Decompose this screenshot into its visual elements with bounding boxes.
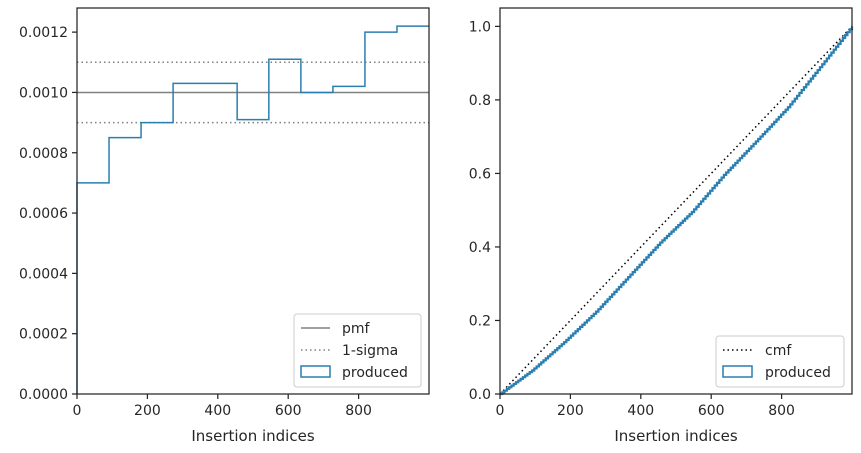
legend-pmf-label: pmf xyxy=(342,321,371,337)
legend-produced-label: produced xyxy=(342,365,408,381)
left-chart: 0 200 400 600 800 0.0000 0.0002 0.0004 0.0006 0.0… xyxy=(19,7,430,445)
y-tick-label: 1.0 xyxy=(469,19,491,35)
cmf-line xyxy=(499,25,853,395)
left-axes-frame xyxy=(76,7,430,395)
y-tick-label: 0.4 xyxy=(469,240,491,256)
y-tick-label: 0.0012 xyxy=(19,25,68,41)
y-tick-label: 0.8 xyxy=(469,93,491,109)
left-plot-area xyxy=(76,25,429,394)
produced-histogram xyxy=(76,25,429,394)
legend-cmf-label: cmf xyxy=(765,343,792,359)
right-chart: 0 200 400 600 800 0.0 0.2 0.4 0.6 0.8 1.0 Insertio… xyxy=(469,7,854,445)
left-x-axis-label: Insertion indices xyxy=(191,427,314,445)
x-tick-label: 600 xyxy=(275,403,302,419)
x-tick-label: 0 xyxy=(496,403,505,419)
right-axes-frame xyxy=(499,7,853,395)
right-x-axis-label: Insertion indices xyxy=(614,427,737,445)
x-tick-label: 800 xyxy=(768,403,795,419)
x-tick-label: 0 xyxy=(73,403,82,419)
x-tick-label: 800 xyxy=(345,403,372,419)
right-plot-area xyxy=(499,25,854,396)
y-tick-label: 0.2 xyxy=(469,313,491,329)
y-tick-label: 0.0004 xyxy=(19,266,68,282)
legend-produced-label-2: produced xyxy=(765,365,831,381)
right-ticks: 0 200 400 600 800 0.0 0.2 0.4 0.6 0.8 1.0 xyxy=(469,19,795,419)
x-tick-label: 600 xyxy=(698,403,725,419)
left-ticks: 0 200 400 600 800 0.0000 0.0002 0.0004 0.0006 0.0… xyxy=(19,25,372,419)
produced-cumulative-line xyxy=(500,26,854,396)
right-legend: cmf produced xyxy=(715,335,845,388)
x-tick-label: 400 xyxy=(204,403,231,419)
left-legend-box xyxy=(293,313,422,388)
y-tick-label: 0.0000 xyxy=(19,387,68,403)
x-tick-label: 200 xyxy=(557,403,584,419)
x-tick-label: 400 xyxy=(627,403,654,419)
y-tick-label: 0.0002 xyxy=(19,327,68,343)
right-legend-box xyxy=(715,335,845,388)
x-tick-label: 200 xyxy=(134,403,161,419)
legend-sigma-label: 1-sigma xyxy=(342,343,398,359)
y-tick-label: 0.0010 xyxy=(19,85,68,101)
legend-produced-swatch-2 xyxy=(722,365,753,378)
y-tick-label: 0.0 xyxy=(469,387,491,403)
y-tick-label: 0.6 xyxy=(469,166,491,182)
y-tick-label: 0.0008 xyxy=(19,146,68,162)
left-legend: pmf 1-sigma produced xyxy=(293,313,422,388)
legend-produced-swatch xyxy=(300,365,331,378)
y-tick-label: 0.0006 xyxy=(19,206,68,222)
